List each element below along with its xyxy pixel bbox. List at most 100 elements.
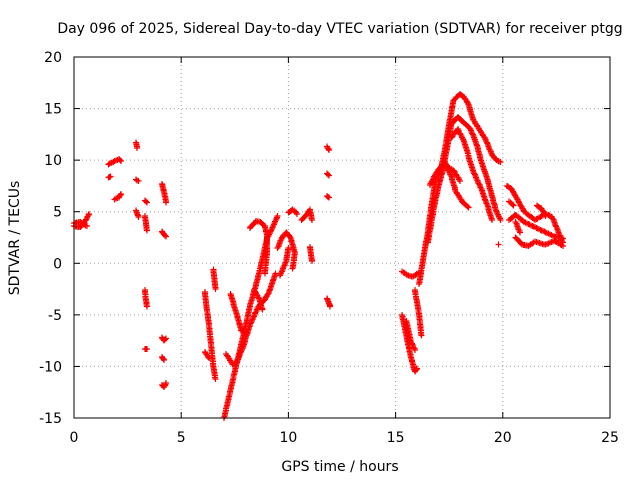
data-point: [326, 147, 332, 153]
data-point: [162, 336, 168, 343]
x-tick-label: 20: [494, 430, 512, 446]
y-tick-label: -15: [39, 411, 62, 427]
arc-segment: [227, 291, 251, 337]
arc-segment: [512, 219, 523, 236]
x-tick-label: 25: [601, 430, 619, 446]
data-point: [135, 178, 142, 184]
arc-segment: [534, 202, 549, 219]
arc-segment: [298, 206, 315, 223]
data-point: [163, 233, 169, 240]
arc-segment: [159, 380, 169, 390]
data-point: [107, 173, 114, 180]
arc-segment: [105, 173, 114, 181]
data-point: [84, 223, 90, 229]
data-point: [327, 303, 333, 310]
grid: [74, 57, 610, 418]
data-point: [244, 330, 251, 337]
data-point: [497, 159, 504, 165]
arc-segment: [202, 289, 219, 382]
data-point: [326, 172, 332, 179]
data-point: [143, 198, 149, 205]
arc-segment: [506, 198, 517, 209]
arc-segment: [159, 354, 167, 363]
arc-segment: [495, 241, 502, 248]
y-tick-label: 15: [44, 102, 62, 118]
x-tick-label: 5: [177, 430, 186, 446]
arc-segment: [142, 197, 150, 206]
data-point: [274, 213, 281, 219]
arc-segment: [159, 228, 169, 240]
arc-segment: [159, 181, 169, 206]
arc-segment: [142, 287, 150, 310]
y-tick-label: 5: [53, 205, 62, 221]
data-point: [163, 199, 169, 206]
arc-segment: [506, 212, 566, 242]
x-axis-label: GPS time / hours: [281, 459, 398, 475]
data-point: [309, 217, 315, 223]
data-point: [118, 191, 124, 197]
arc-segment: [444, 163, 463, 184]
arc-segment: [324, 193, 332, 201]
data-point: [509, 201, 516, 208]
chart-title: Day 096 of 2025, Sidereal Day-to-day VTE…: [57, 21, 622, 37]
data-point: [86, 211, 92, 217]
data-point: [414, 365, 420, 372]
data-point: [205, 354, 211, 360]
arc-segment: [247, 218, 270, 277]
data-point: [412, 347, 418, 353]
arc-segment: [133, 207, 142, 220]
data-point: [206, 355, 212, 361]
arc-segment: [512, 234, 566, 249]
data-point: [560, 235, 566, 242]
data-point: [489, 217, 495, 223]
arc-segment: [111, 191, 124, 203]
data-point: [497, 217, 504, 223]
arc-segment: [221, 213, 281, 421]
x-tick-label: 0: [70, 430, 79, 446]
data-point: [163, 380, 169, 386]
arc-segment: [133, 139, 140, 151]
arc-segment: [202, 349, 212, 361]
data-point: [135, 214, 142, 220]
data-point: [162, 232, 168, 239]
data-point: [144, 199, 150, 206]
arc-segment: [223, 270, 279, 368]
data-point: [465, 204, 472, 211]
arc-segment: [412, 287, 425, 339]
data-point: [294, 211, 300, 217]
data-point: [289, 265, 296, 272]
x-tick-label: 15: [387, 430, 405, 446]
arc-segment: [277, 245, 292, 279]
x-tick-label: 10: [279, 430, 297, 446]
y-axis-label: SDTVAR / TECUs: [7, 181, 23, 296]
axes: 0 5 10 15 20 25 -15 -10 -5 0 5 10 15 20: [39, 50, 619, 446]
data-point: [326, 194, 332, 201]
data-point: [285, 245, 292, 251]
data-point: [457, 178, 463, 184]
arc-segment: [159, 334, 169, 344]
data-point: [262, 270, 268, 277]
data-point: [464, 203, 471, 210]
data-point: [212, 376, 219, 382]
arc-segment: [324, 295, 333, 310]
data-point: [118, 158, 124, 164]
data-point: [517, 229, 523, 236]
data-point: [259, 306, 266, 313]
data-point: [495, 241, 502, 248]
data-point: [325, 171, 331, 178]
data-points: [71, 91, 566, 421]
data-point: [212, 286, 219, 292]
data-point: [144, 227, 150, 234]
arc-segment: [403, 318, 418, 353]
data-point: [144, 346, 150, 352]
data-point: [163, 335, 169, 342]
arc-segment: [448, 126, 495, 223]
arc-segment: [142, 346, 150, 352]
arc-segment: [142, 213, 150, 234]
arc-segment: [307, 244, 315, 264]
arc-segment: [133, 176, 142, 184]
data-point: [117, 157, 123, 163]
data-point: [418, 332, 425, 339]
arc-segment: [210, 266, 219, 292]
